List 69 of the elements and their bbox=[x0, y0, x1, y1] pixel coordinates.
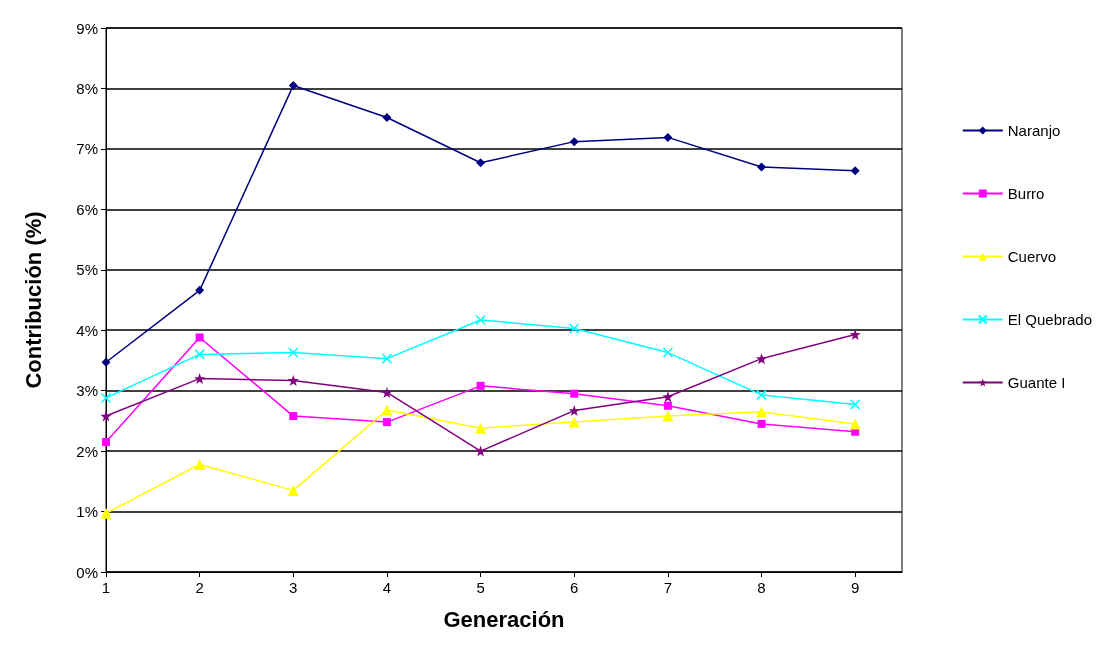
point bbox=[194, 458, 206, 470]
point bbox=[289, 412, 298, 421]
point bbox=[568, 405, 580, 417]
point bbox=[287, 374, 299, 386]
point bbox=[195, 285, 205, 295]
legend-label: Burro bbox=[1007, 185, 1045, 202]
point bbox=[100, 507, 112, 519]
x-axis-title: Generación bbox=[443, 606, 565, 632]
x-tick-label: 5 bbox=[476, 579, 485, 596]
point bbox=[569, 137, 579, 147]
point bbox=[849, 399, 861, 410]
point bbox=[849, 418, 861, 430]
point bbox=[756, 406, 768, 418]
point bbox=[382, 418, 391, 427]
point bbox=[570, 389, 579, 398]
point bbox=[100, 392, 112, 404]
point bbox=[662, 410, 674, 422]
legend-label: El Quebrado bbox=[1007, 311, 1093, 328]
y-axis-title: Contribución (%) bbox=[20, 211, 46, 389]
point bbox=[476, 381, 485, 390]
x-tick-label: 9 bbox=[851, 579, 860, 596]
x-tick-label: 4 bbox=[382, 579, 392, 596]
x-tick-label: 6 bbox=[570, 579, 579, 596]
y-tick-label: 3% bbox=[76, 382, 98, 400]
y-tick-label: 6% bbox=[76, 200, 98, 218]
point bbox=[288, 80, 298, 90]
point bbox=[568, 323, 580, 334]
point bbox=[101, 357, 111, 367]
point bbox=[195, 333, 204, 342]
point bbox=[756, 389, 767, 401]
x-tick-label: 3 bbox=[289, 579, 298, 596]
point bbox=[757, 162, 767, 172]
point bbox=[662, 347, 674, 358]
point bbox=[663, 132, 673, 142]
x-tick-label: 2 bbox=[195, 579, 204, 596]
legend-label: Cuervo bbox=[1007, 248, 1057, 265]
point bbox=[287, 484, 299, 496]
point bbox=[194, 373, 206, 385]
point bbox=[102, 438, 110, 447]
y-tick-label: 8% bbox=[76, 79, 98, 97]
y-tick-label: 2% bbox=[76, 442, 98, 460]
point bbox=[194, 349, 205, 360]
point bbox=[475, 314, 486, 326]
point bbox=[382, 112, 392, 122]
point bbox=[288, 347, 299, 358]
y-tick-label: 7% bbox=[76, 140, 98, 158]
x-tick-label: 1 bbox=[101, 579, 111, 596]
point bbox=[850, 166, 860, 176]
point bbox=[757, 419, 766, 428]
y-tick-label: 5% bbox=[76, 261, 98, 279]
point bbox=[662, 391, 674, 403]
point bbox=[476, 158, 486, 168]
point bbox=[475, 422, 487, 434]
point bbox=[381, 353, 393, 364]
y-tick-label: 4% bbox=[76, 321, 98, 339]
point bbox=[663, 401, 672, 410]
y-tick-label: 9% bbox=[76, 19, 98, 37]
point bbox=[381, 386, 393, 398]
x-tick-label: 8 bbox=[757, 579, 766, 596]
point bbox=[100, 410, 112, 422]
legend-label: Guante I bbox=[1007, 374, 1066, 391]
point bbox=[381, 404, 393, 416]
legend-label: Naranjo bbox=[1007, 122, 1061, 139]
point bbox=[475, 445, 487, 457]
y-tick-label: 1% bbox=[76, 503, 98, 521]
x-tick-label: 7 bbox=[663, 579, 673, 596]
point bbox=[568, 416, 580, 428]
y-tick-label: 0% bbox=[76, 563, 98, 581]
point bbox=[849, 328, 861, 340]
